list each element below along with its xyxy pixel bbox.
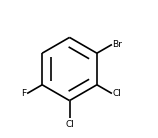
Text: F: F: [21, 89, 27, 98]
Text: Br: Br: [112, 40, 122, 49]
Text: Cl: Cl: [65, 120, 74, 129]
Text: Cl: Cl: [112, 89, 122, 98]
